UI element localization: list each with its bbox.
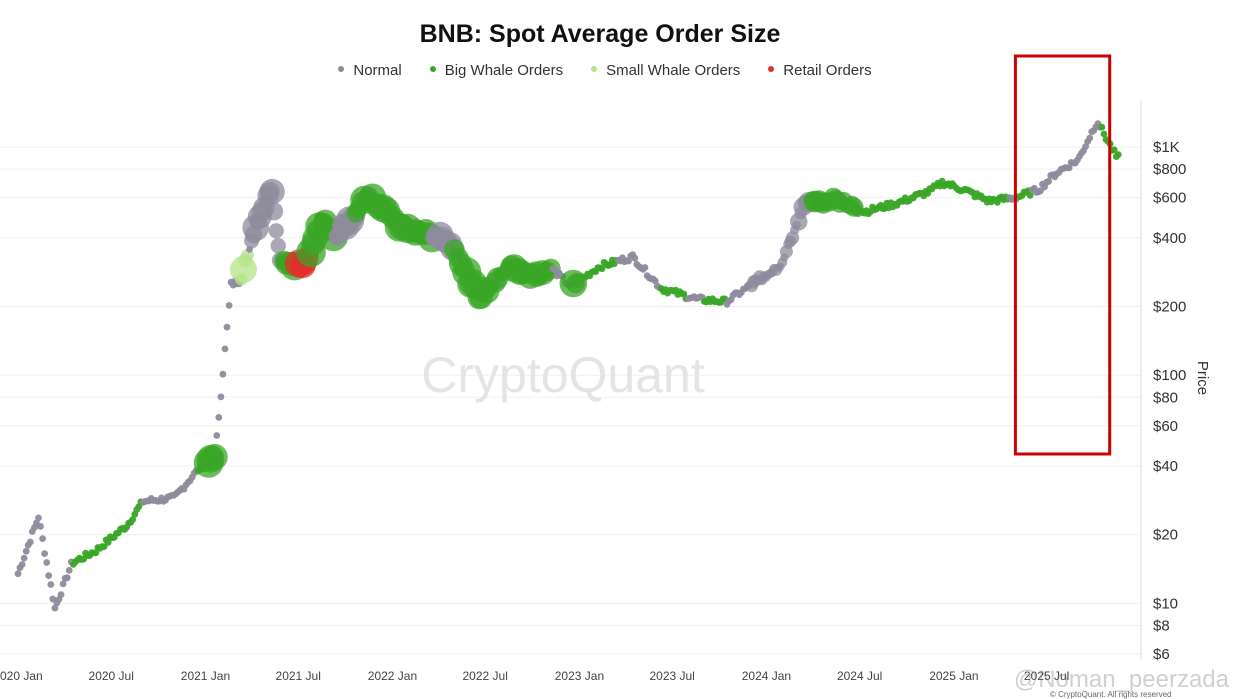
x-tick-label: 2021 Jan (181, 669, 230, 683)
y-tick-label: $100 (1153, 367, 1186, 384)
data-point (47, 581, 55, 588)
legend-item[interactable]: Small Whale Orders (591, 62, 740, 79)
legend-marker-icon (338, 66, 345, 73)
y-tick-label: $200 (1153, 298, 1186, 315)
x-tick-label: 2021 Jul (276, 669, 321, 683)
data-point (1045, 177, 1053, 185)
legend-marker-icon (768, 66, 775, 73)
y-tick-label: $800 (1153, 161, 1186, 178)
data-point (1110, 146, 1118, 154)
data-point (22, 547, 30, 555)
x-tick-label: 2020 Jul (89, 669, 134, 683)
legend-item[interactable]: Normal (338, 62, 402, 79)
y-tick-label: $400 (1153, 230, 1186, 247)
legend-label: Small Whale Orders (606, 62, 741, 79)
data-point (1065, 164, 1073, 172)
data-point (641, 264, 649, 271)
y-tick-label: $1K (1153, 139, 1180, 156)
data-point (63, 574, 71, 582)
data-point (20, 554, 28, 562)
data-point (37, 523, 44, 530)
data-point (651, 277, 659, 285)
data-point (1026, 191, 1034, 199)
data-point (217, 393, 225, 401)
y-tick-label: $80 (1153, 389, 1178, 406)
legend-item[interactable]: Retail Orders (768, 62, 872, 79)
data-point (45, 572, 53, 579)
y-tick-label: $6 (1153, 646, 1170, 663)
data-point (59, 580, 67, 588)
y-tick-label: $600 (1153, 190, 1186, 207)
data-point (221, 345, 229, 353)
x-tick-label: 2022 Jan (368, 669, 417, 683)
data-point (104, 538, 112, 546)
legend-label: Normal (353, 62, 402, 79)
data-point (14, 570, 22, 578)
chart-legend: Normal Big Whale Orders Small Whale Orders… (0, 62, 1210, 79)
data-point (259, 178, 285, 205)
cryptoquant-watermark: CryptoQuant (421, 347, 705, 403)
y-tick-label: $40 (1153, 458, 1178, 475)
copyright-text: © CryptoQuant. All rights reserved (1050, 690, 1172, 699)
data-point (219, 370, 227, 378)
data-point (631, 254, 639, 262)
x-tick-label: 2022 Jul (462, 669, 507, 683)
data-point (129, 516, 137, 523)
gridlines (0, 146, 1141, 655)
data-point (223, 323, 231, 331)
data-points (14, 120, 1122, 612)
data-point (26, 538, 34, 546)
data-point (215, 414, 223, 421)
y-tick-label: $8 (1153, 617, 1170, 634)
data-point (35, 514, 42, 522)
y-tick-label: $60 (1153, 418, 1178, 435)
x-tick-label: 2024 Jul (837, 669, 882, 683)
legend-label: Big Whale Orders (444, 62, 564, 79)
x-tick-label: 2024 Jan (742, 669, 791, 683)
data-point (213, 432, 221, 439)
x-tick-label: 2025 Jan (929, 669, 978, 683)
data-point (18, 561, 26, 568)
y-tick-labels: $6 $8 $10 $20 $40 $60 $80 $100 $200 $400 $600 $800 $… (1153, 139, 1186, 663)
data-point (100, 543, 108, 550)
legend-marker-icon (429, 66, 436, 73)
data-point (225, 302, 233, 309)
author-watermark: @Noman_peerzada (1013, 666, 1229, 693)
chart-title: BNB: Spot Average Order Size (419, 20, 781, 48)
data-point (1114, 151, 1122, 159)
data-point (1086, 134, 1094, 142)
data-point (39, 535, 46, 542)
y-axis-label: Price (1194, 361, 1211, 395)
data-point (201, 443, 228, 471)
data-point (41, 550, 48, 557)
x-tick-labels: 2020 Jan 2020 Jul 2021 Jan 2021 Jul 2022 Jan… (0, 669, 1069, 683)
data-point (43, 559, 51, 566)
x-tick-label: 2020 Jan (0, 669, 43, 683)
x-tick-label: 2023 Jan (555, 669, 604, 683)
data-point (65, 567, 73, 574)
y-tick-label: $10 (1153, 595, 1178, 612)
data-point (51, 604, 59, 612)
data-point (1098, 123, 1106, 131)
data-point (265, 202, 284, 221)
data-point (598, 265, 606, 273)
legend-item[interactable]: Big Whale Orders (429, 62, 564, 79)
x-tick-label: 2025 Jul (1024, 669, 1069, 683)
x-tick-label: 2023 Jul (649, 669, 694, 683)
highlight-box (1013, 54, 1112, 456)
data-point (270, 238, 286, 254)
data-point (1100, 130, 1108, 138)
data-point (92, 549, 100, 557)
data-point (57, 591, 65, 599)
y-tick-label: $20 (1153, 527, 1178, 544)
legend-label: Retail Orders (783, 62, 872, 79)
legend-marker-icon (591, 66, 598, 73)
data-point (268, 223, 284, 239)
